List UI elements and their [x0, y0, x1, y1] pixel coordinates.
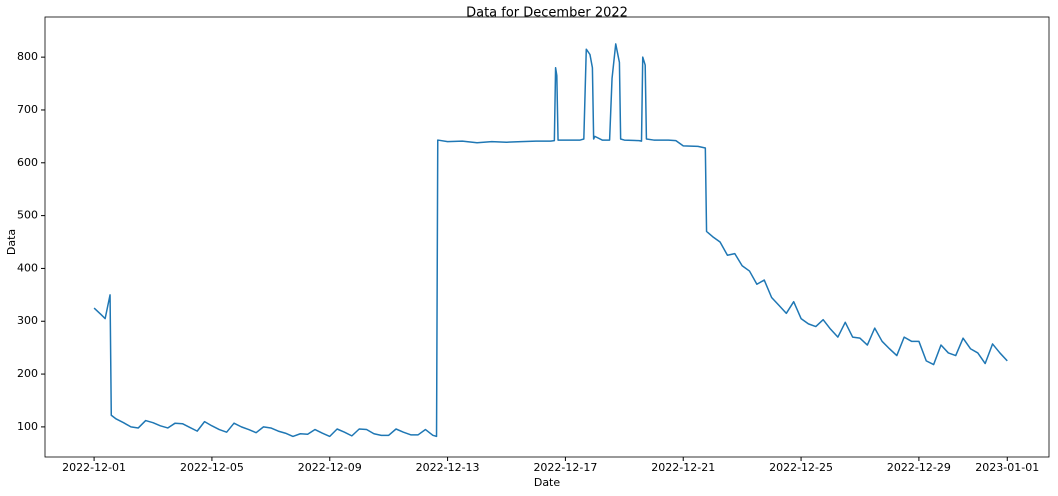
- x-tick-label: 2022-12-01: [62, 461, 126, 474]
- x-tick-label: 2022-12-21: [651, 461, 715, 474]
- x-tick-label: 2022-12-05: [180, 461, 244, 474]
- y-tick-label: 400: [17, 261, 38, 274]
- y-tick-label: 100: [17, 420, 38, 433]
- x-tick-label: 2023-01-01: [975, 461, 1039, 474]
- x-tick-label: 2022-12-29: [887, 461, 951, 474]
- chart-title: Data for December 2022: [466, 6, 628, 21]
- data-line: [93, 43, 1008, 438]
- y-tick-label: 700: [17, 103, 38, 116]
- x-tick-label: 2022-12-25: [769, 461, 833, 474]
- x-tick-label: 2022-12-09: [298, 461, 362, 474]
- y-axis-label: Data: [5, 229, 18, 255]
- y-tick-label: 500: [17, 209, 38, 222]
- x-axis-label: Date: [534, 476, 561, 489]
- x-tick-label: 2022-12-13: [416, 461, 480, 474]
- plot-frame: [44, 16, 1050, 458]
- y-tick-label: 600: [17, 156, 38, 169]
- y-tick-label: 800: [17, 50, 38, 63]
- y-tick-label: 300: [17, 314, 38, 327]
- x-tick-label: 2022-12-17: [533, 461, 597, 474]
- y-tick-label: 200: [17, 367, 38, 380]
